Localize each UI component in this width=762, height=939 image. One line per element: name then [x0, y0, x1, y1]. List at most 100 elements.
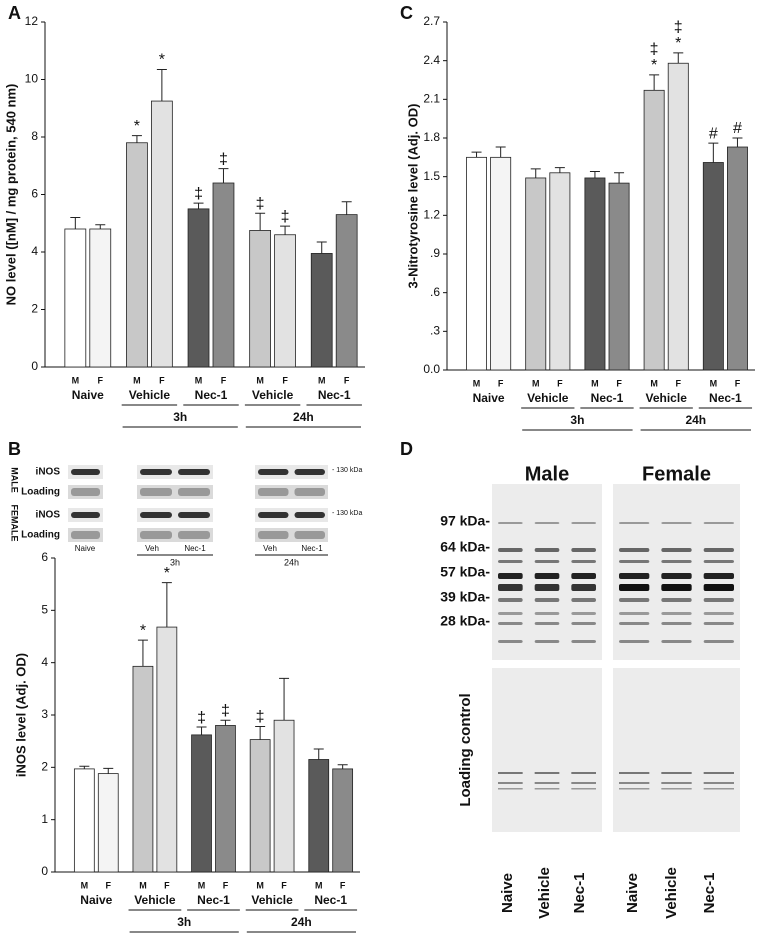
- y-tick-label: 0.0: [423, 362, 440, 376]
- lane-label: Vehicle: [663, 867, 680, 919]
- error-bar: [70, 217, 81, 229]
- blot-band: [498, 584, 523, 591]
- blot-band: [571, 612, 596, 615]
- error-bar: [495, 146, 506, 158]
- error-bar: [255, 212, 266, 231]
- blot-band: [619, 622, 650, 625]
- y-tick-label: 2.1: [423, 92, 440, 106]
- y-tick-label: 1.5: [423, 169, 440, 183]
- blot-band: [661, 522, 692, 524]
- bar-series-label: M: [473, 378, 481, 388]
- y-tick-label: 6: [41, 550, 48, 564]
- blot-band: [498, 640, 523, 643]
- blot-band: [534, 640, 560, 643]
- blot-band: [534, 584, 560, 591]
- y-axis-label: NO level ([nM] / mg protein, 540 nm): [3, 84, 18, 306]
- blot-band: [571, 560, 596, 563]
- row-label: iNOS: [36, 467, 61, 478]
- blot-band: [703, 522, 734, 524]
- bar-series-label: F: [340, 880, 346, 890]
- blot-band: [498, 612, 523, 615]
- bar: [212, 182, 235, 368]
- blot-band: [498, 598, 523, 602]
- lane-label: Naive: [499, 873, 516, 913]
- significance-mark: *: [134, 118, 140, 135]
- loading-band: [571, 782, 596, 784]
- error-bar: [589, 171, 600, 178]
- x-group-label: Vehicle: [251, 893, 293, 907]
- blot-band: [498, 548, 523, 552]
- y-tick-label: 2: [31, 302, 38, 316]
- y-tick-label: 10: [25, 72, 39, 86]
- blot-band: [571, 622, 596, 625]
- blot-band: [703, 548, 734, 552]
- bar-series-label: F: [344, 375, 350, 385]
- error-bar: [103, 767, 114, 774]
- bar: [249, 739, 271, 873]
- significance-mark: ‡: [256, 709, 265, 726]
- blot-band: [140, 488, 172, 496]
- bar: [608, 182, 630, 371]
- x-group-label: Vehicle: [527, 391, 569, 405]
- time-label: 24h: [291, 915, 312, 929]
- blot-band: [534, 560, 560, 563]
- bar-series-label: M: [256, 375, 264, 385]
- row-label: iNOS: [36, 510, 61, 521]
- error-bar: [161, 582, 172, 628]
- bar: [643, 89, 665, 371]
- x-group-label: Nec-1: [314, 893, 347, 907]
- lane-label: Veh: [145, 544, 159, 553]
- x-group-label: Nec-1: [709, 391, 742, 405]
- x-group-label: Nec-1: [318, 388, 351, 402]
- bar-series-label: F: [223, 880, 229, 890]
- x-group-label: Naive: [473, 391, 505, 405]
- y-tick-label: 2.7: [423, 14, 440, 28]
- blot-band: [140, 512, 172, 518]
- x-group-label: Vehicle: [252, 388, 294, 402]
- blot-strip: [255, 465, 328, 479]
- lane-label: Nec-1: [301, 544, 323, 553]
- blot-band: [498, 560, 523, 563]
- error-bar: [196, 726, 207, 735]
- bar-series-label: M: [81, 880, 89, 890]
- significance-mark: ‡: [674, 19, 683, 36]
- loading-band: [498, 782, 523, 784]
- blot-band: [258, 469, 289, 475]
- blot-band: [258, 488, 289, 496]
- bar-series-label: F: [159, 375, 165, 385]
- bar-series-label: M: [72, 375, 80, 385]
- panel-label: D: [400, 439, 413, 459]
- blot-band: [178, 488, 210, 496]
- x-group-label: Naive: [72, 388, 104, 402]
- bar-series-label: M: [532, 378, 540, 388]
- error-bar: [313, 748, 324, 760]
- significance-mark: ‡: [256, 195, 265, 212]
- loading-band: [703, 788, 734, 790]
- y-tick-label: 4: [31, 244, 38, 258]
- time-label: 24h: [685, 413, 706, 427]
- lane-label: Naive: [75, 544, 96, 553]
- bar: [490, 156, 512, 371]
- blot-band: [140, 469, 172, 475]
- error-bar: [554, 167, 565, 173]
- blot-band: [178, 512, 210, 518]
- loading-band: [571, 788, 596, 790]
- blot-band: [661, 640, 692, 643]
- blot-band: [571, 640, 596, 643]
- y-tick-label: 1.2: [423, 208, 440, 222]
- y-tick-label: 2.4: [423, 53, 440, 67]
- bar-series-label: M: [133, 375, 141, 385]
- error-bar: [193, 202, 204, 209]
- bar: [332, 768, 354, 873]
- y-tick-label: 0: [41, 864, 48, 878]
- loading-band: [661, 772, 692, 774]
- blot-band: [661, 584, 692, 591]
- bar-series-label: F: [282, 375, 288, 385]
- blot-band: [294, 469, 325, 475]
- time-label: 3h: [570, 413, 584, 427]
- significance-mark: *: [675, 35, 681, 52]
- loading-band: [498, 788, 523, 790]
- blot-band: [294, 531, 325, 539]
- bar: [466, 156, 487, 371]
